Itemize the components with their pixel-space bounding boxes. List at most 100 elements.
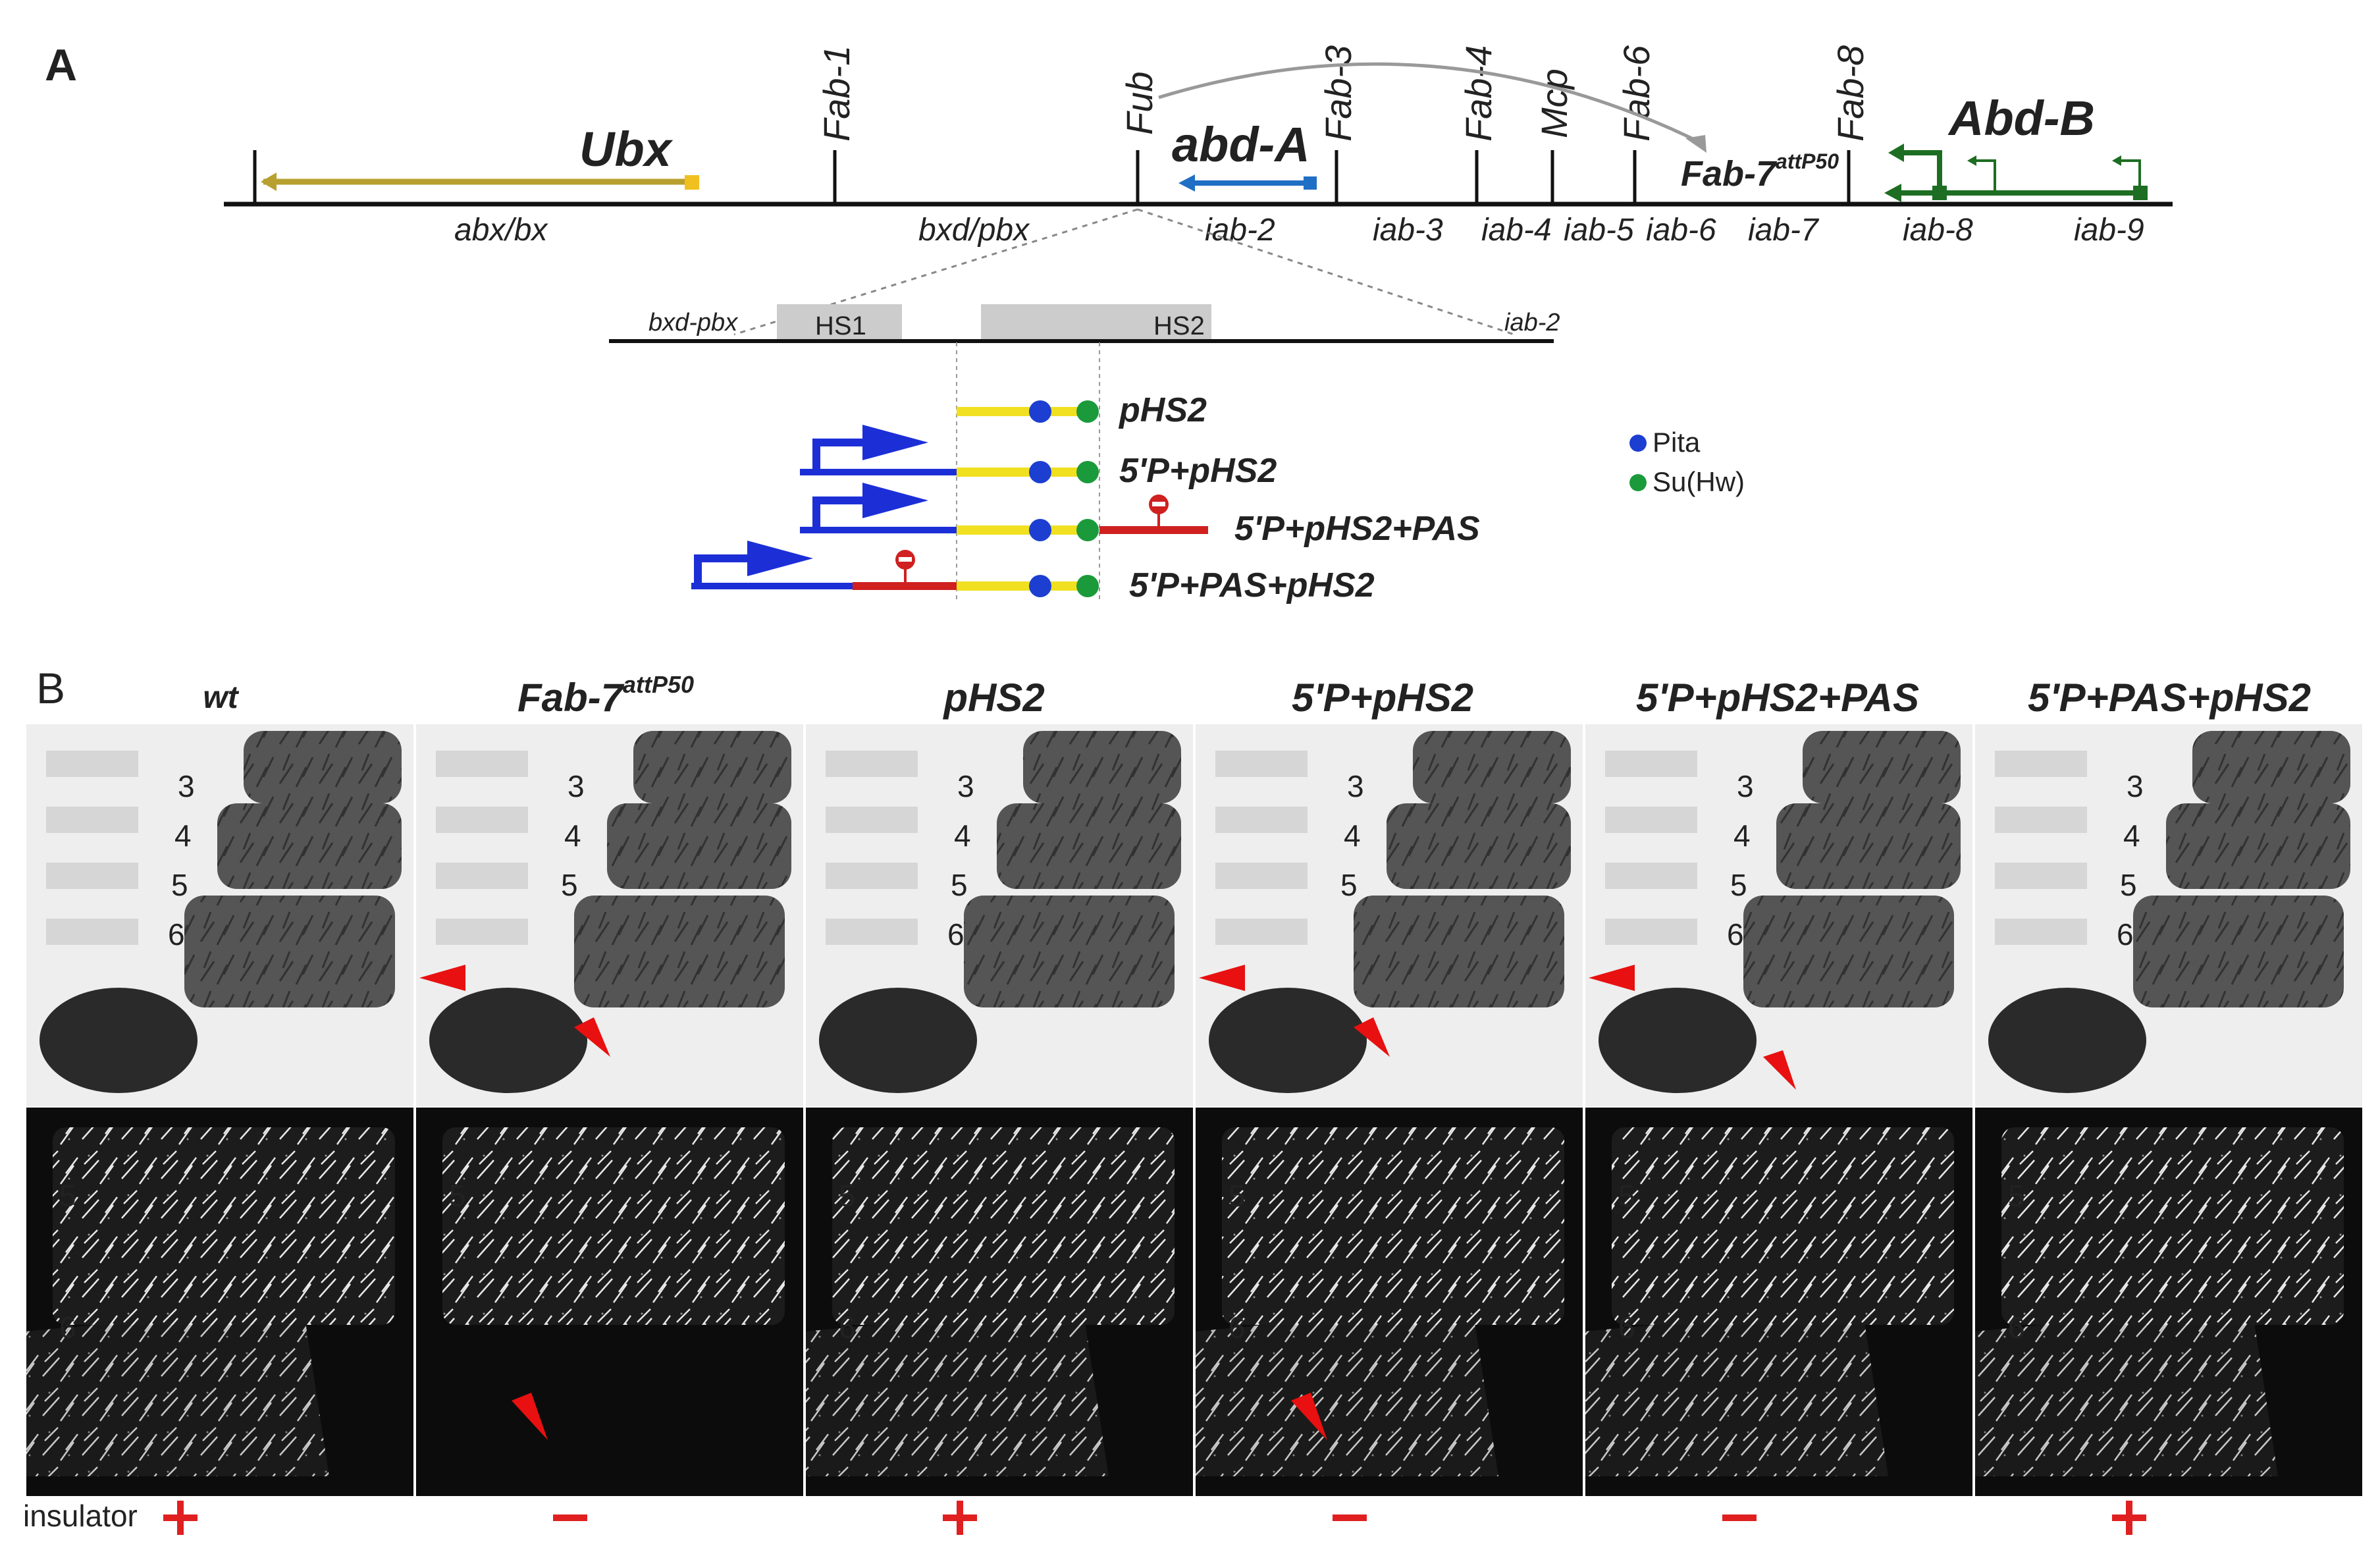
fab8-label: Fab-8 xyxy=(1830,45,1871,142)
darkfield-panel-1: 5 xyxy=(416,1108,803,1496)
genitalia-blob xyxy=(1988,988,2146,1093)
arc-arrowhead xyxy=(1685,135,1706,153)
segment-number: 6 xyxy=(839,1310,856,1345)
legend-pita-dot xyxy=(1629,435,1647,452)
insulator-plus-mark xyxy=(2126,1501,2132,1535)
5p-pas-phs2-tss-head xyxy=(747,541,813,576)
darkfield-panel-3: 56 xyxy=(1196,1108,1583,1496)
fab7-label: Fab-7attP50 xyxy=(1681,149,1839,194)
segment-number: 5 xyxy=(951,868,968,902)
segment-number: 5 xyxy=(1340,868,1358,902)
sternite xyxy=(1995,919,2087,945)
construct-5p-phs2-pas: 5'P+pHS2+PAS xyxy=(800,483,1480,548)
domain-iab4: iab-4 xyxy=(1481,213,1552,248)
arrowhead-marker xyxy=(512,1393,548,1440)
ubx-promoter-box xyxy=(685,175,699,190)
segment-number: 3 xyxy=(957,769,974,803)
col-title-fab7: Fab-7attP50 xyxy=(517,671,694,720)
sternite xyxy=(436,751,528,777)
5p-pas-phs2-pita-site xyxy=(1029,575,1051,597)
tergite-plate xyxy=(607,803,791,889)
arrowhead-marker xyxy=(574,1017,610,1057)
sternite xyxy=(1215,751,1308,777)
darkfield-tergite-6 xyxy=(1975,1305,2278,1476)
insulator-row-label: insulator xyxy=(23,1499,138,1533)
sternite xyxy=(46,751,138,777)
darkfield-tergite-6 xyxy=(1196,1305,1498,1476)
arrowhead-marker xyxy=(419,965,465,991)
col-title-fab7-sup: attP50 xyxy=(623,671,694,698)
5p-pas-phs2-suhw-site xyxy=(1076,575,1099,597)
domain-abx-bx: abx/bx xyxy=(454,213,548,248)
insulator-minus-mark xyxy=(1722,1514,1757,1521)
arrowhead-marker xyxy=(1291,1393,1327,1440)
panel-b-label: B xyxy=(36,664,65,712)
segment-number: 3 xyxy=(568,769,585,803)
brightfield-panel-3: 3 4 5 xyxy=(1196,724,1583,1106)
segment-number: 4 xyxy=(954,818,971,853)
5p-phs2-tss-arrow xyxy=(812,439,869,472)
brightfield-panel-4: 3 4 5 6 xyxy=(1585,724,1972,1106)
darkfield-tergite-5 xyxy=(53,1127,395,1325)
darkfield-tergite-5 xyxy=(1222,1127,1564,1325)
insulator-plus-mark xyxy=(957,1501,963,1535)
genitalia-blob xyxy=(429,988,587,1093)
tergite-plate xyxy=(2133,896,2344,1007)
tergite-plate xyxy=(1413,731,1571,803)
5p-pas-phs2-label: 5'P+PAS+pHS2 xyxy=(1129,566,1375,604)
sternite xyxy=(1605,919,1697,945)
abd-b-tss-2 xyxy=(1972,159,1996,193)
zoom-bxd-pbx: bxd-pbx xyxy=(648,309,739,336)
sternite xyxy=(1605,751,1697,777)
tergite-plate xyxy=(1354,896,1564,1007)
5p-phs2-suhw-site xyxy=(1076,461,1099,483)
hs1-box xyxy=(777,304,902,342)
segment-number: 5 xyxy=(1730,868,1747,902)
abd-b-tss-1-head xyxy=(1888,144,1904,162)
sternite xyxy=(826,807,918,833)
segment-number: 5 xyxy=(2008,1179,2025,1213)
abd-a-arrowhead xyxy=(1178,174,1195,192)
panel-a-label: A xyxy=(45,40,77,90)
col-title-5p-phs2: 5'P+pHS2 xyxy=(1292,676,1473,720)
segment-number: 6 xyxy=(2117,917,2134,951)
segment-number: 4 xyxy=(1733,818,1751,853)
segment-number: 5 xyxy=(1618,1179,1635,1213)
sternite xyxy=(1995,863,2087,889)
phs2-suhw-site xyxy=(1076,400,1099,423)
tergite-plate xyxy=(1387,803,1571,889)
darkfield-tergite-5 xyxy=(442,1127,785,1325)
abd-b-arrowhead xyxy=(1884,184,1901,202)
domain-bxd-pbx: bxd/pbx xyxy=(918,213,1030,248)
tergite-plate xyxy=(574,896,785,1007)
fab6-label: Fab-6 xyxy=(1616,45,1657,142)
brightfield-panel-1: 3 4 5 xyxy=(416,724,803,1106)
col-title-phs2: pHS2 xyxy=(942,676,1044,720)
sternite xyxy=(1605,807,1697,833)
construct-5p-phs2: 5'P+pHS2 xyxy=(800,425,1277,490)
sternite xyxy=(1215,919,1308,945)
tergite-plate xyxy=(1023,731,1181,803)
segment-number: 5 xyxy=(59,1179,76,1213)
5p-phs2-pas-pita-site xyxy=(1029,519,1051,541)
sternite xyxy=(826,751,918,777)
segment-number: 3 xyxy=(178,769,195,803)
domain-iab9: iab-9 xyxy=(2074,213,2144,248)
construct-5p-pas-phs2: 5'P+PAS+pHS2 xyxy=(691,541,1375,604)
segment-number: 5 xyxy=(2120,868,2137,902)
legend-suhw-label: Su(Hw) xyxy=(1653,466,1745,497)
sternite xyxy=(46,863,138,889)
tergite-plate xyxy=(633,731,791,803)
domain-iab8: iab-8 xyxy=(1903,213,1973,248)
genitalia-blob xyxy=(1599,988,1757,1093)
abd-a-promoter-box xyxy=(1304,176,1317,190)
col-title-wt: wt xyxy=(203,680,239,715)
darkfield-tergite-5 xyxy=(1612,1127,1954,1325)
darkfield-tergite-5 xyxy=(2001,1127,2344,1325)
fab7-sup: attP50 xyxy=(1776,149,1839,173)
fub-to-fab7-arc xyxy=(1158,62,1700,144)
arrowhead-marker xyxy=(1589,965,1635,991)
segment-number: 6 xyxy=(168,917,185,951)
segment-number: 6 xyxy=(947,917,965,951)
